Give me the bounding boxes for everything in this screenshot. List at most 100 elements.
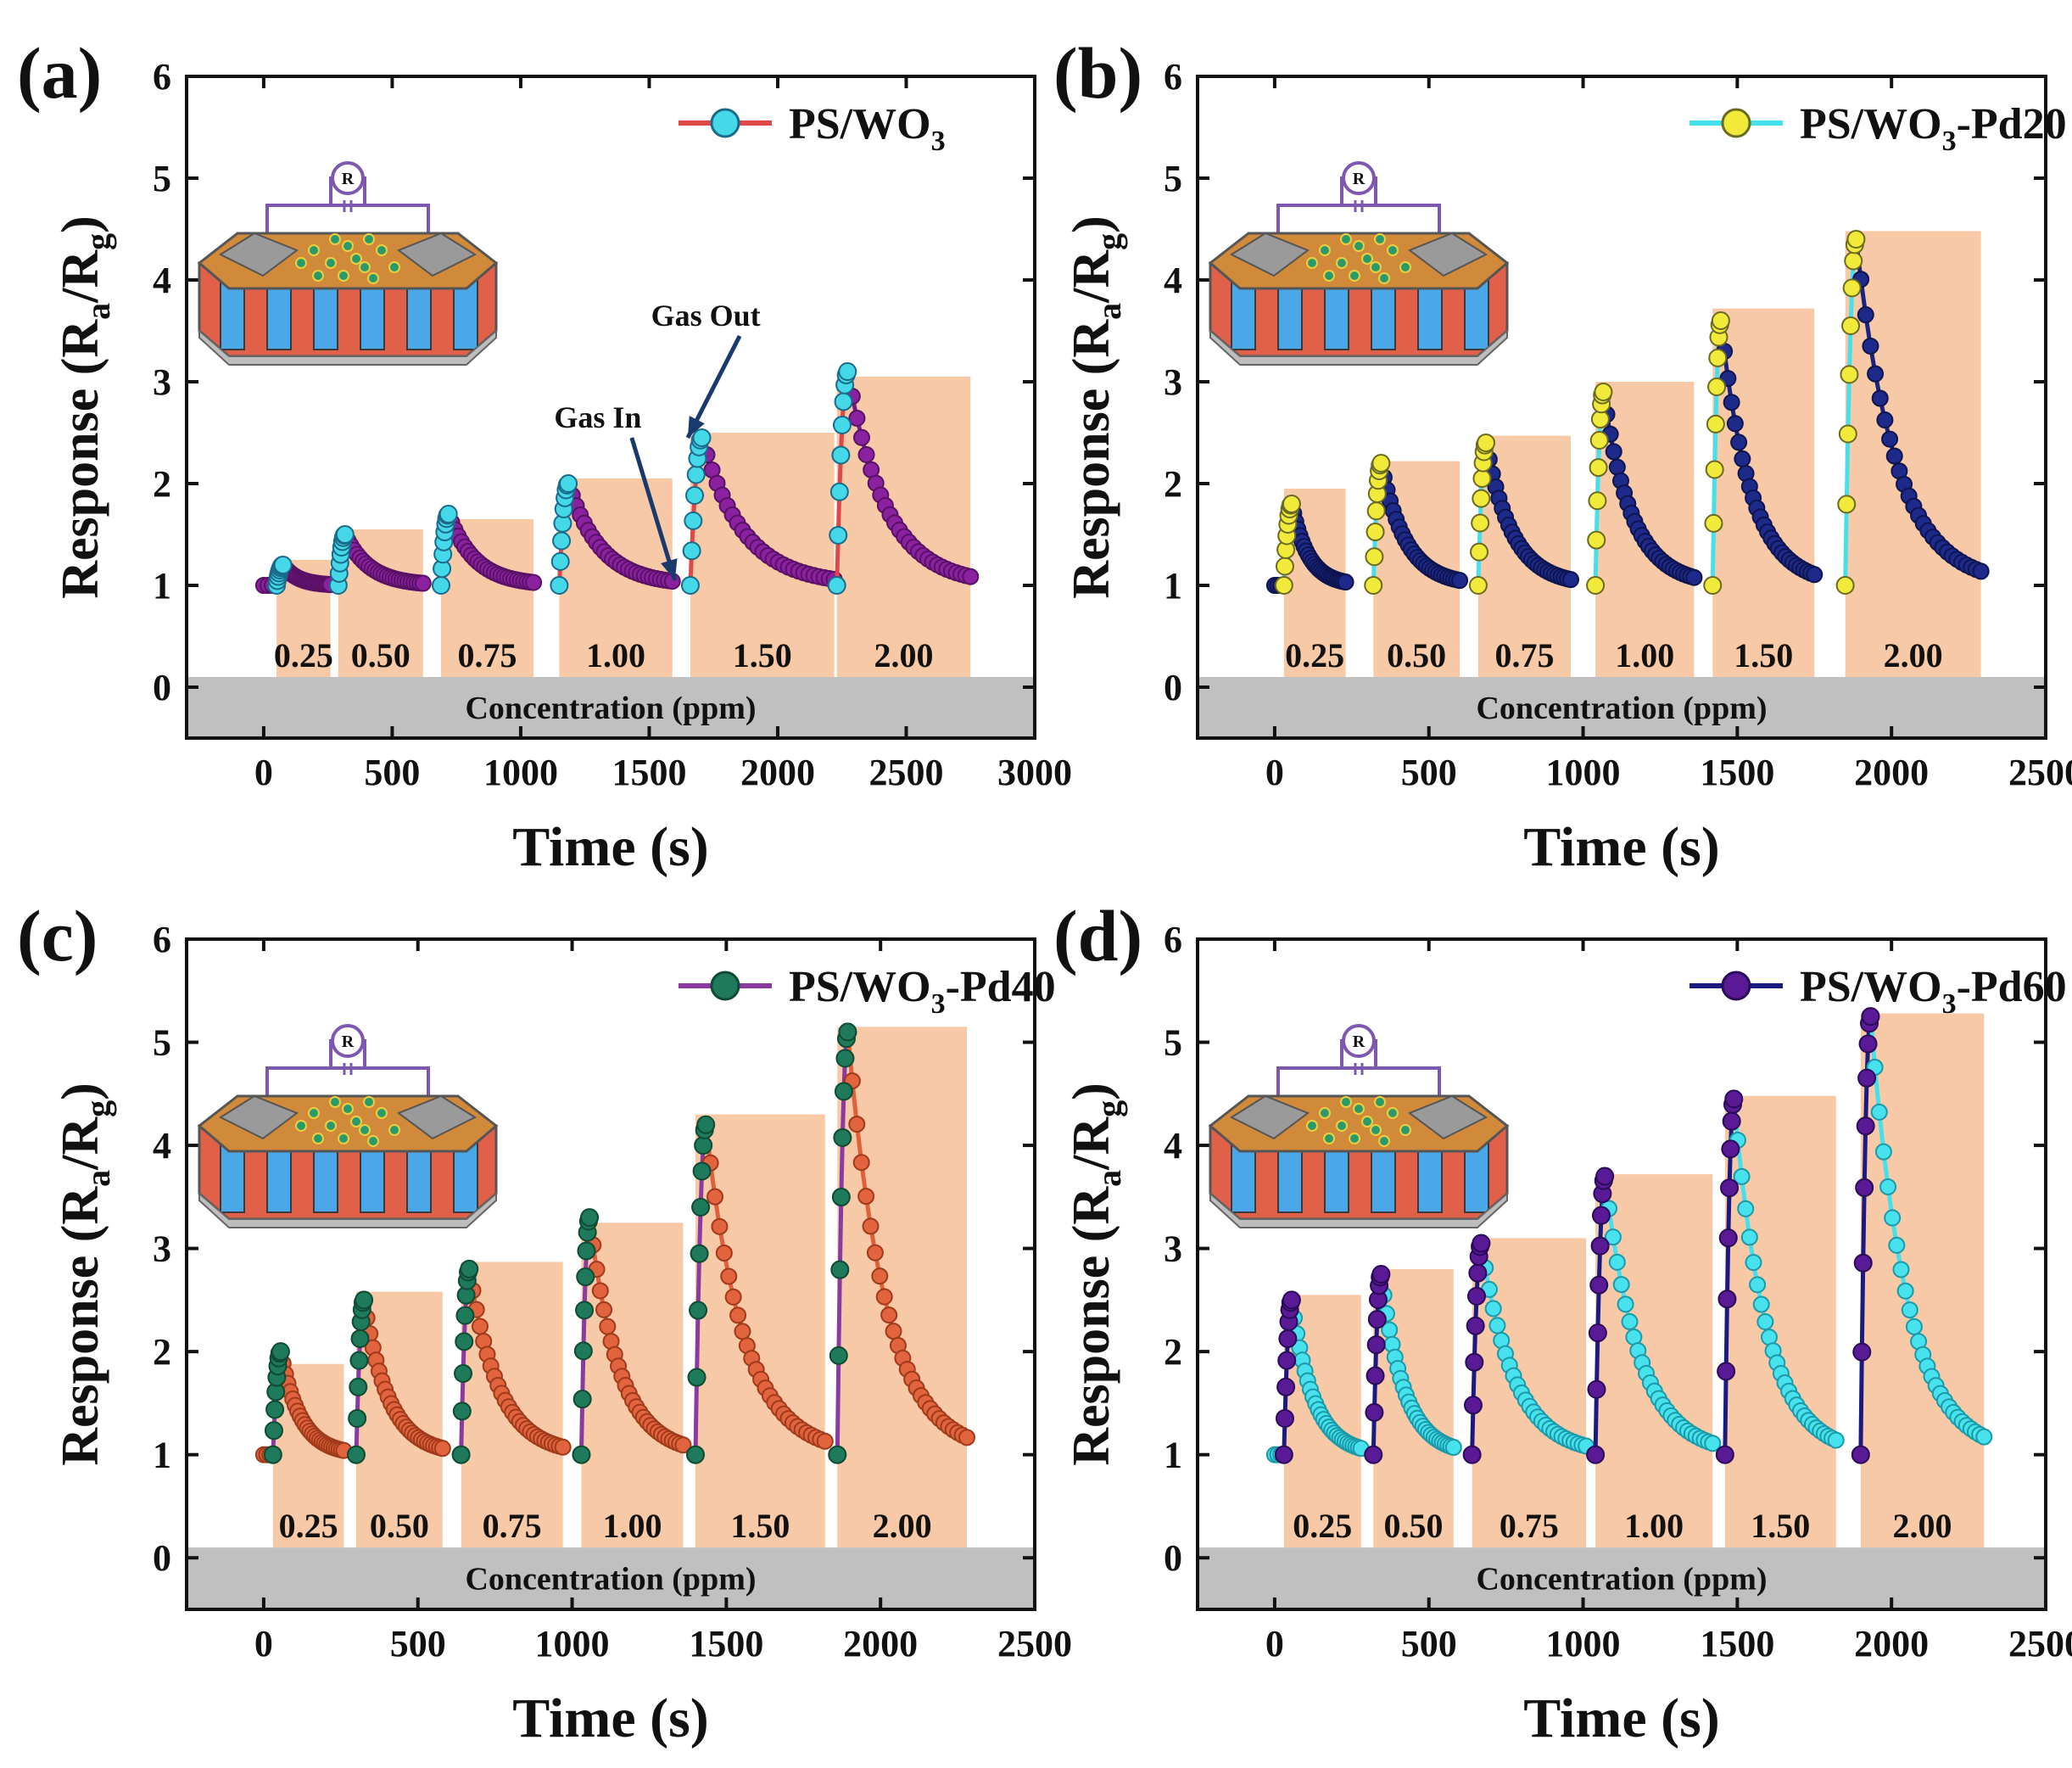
y-axis-label: Response (Ra/Rg) bbox=[52, 1083, 117, 1466]
data-point bbox=[1366, 1335, 1386, 1355]
data-point bbox=[432, 576, 450, 595]
x-tick-label: 1500 bbox=[1700, 1623, 1774, 1664]
plot-area: Concentration (ppm) 0.25 0.50 0.75 1.00 1.50 2… bbox=[1198, 230, 2046, 738]
nanoparticle bbox=[338, 270, 349, 282]
y-axis-label-part: Response (R bbox=[52, 1186, 109, 1466]
data-point bbox=[1704, 1435, 1722, 1452]
concentration-label: 0.75 bbox=[1500, 1507, 1559, 1545]
data-point bbox=[1874, 1143, 1892, 1161]
nanoparticle bbox=[1336, 257, 1348, 269]
concentration-label: 0.50 bbox=[1387, 636, 1446, 674]
x-tick-label: 1500 bbox=[612, 752, 686, 793]
data-point bbox=[857, 1188, 875, 1206]
concentration-label: 1.00 bbox=[1624, 1507, 1684, 1545]
axes-frame bbox=[1196, 75, 2047, 740]
data-point bbox=[1717, 1290, 1737, 1309]
data-point bbox=[1282, 495, 1301, 513]
legend-marker bbox=[1721, 971, 1751, 1001]
y-tick-label: 4 bbox=[153, 1125, 171, 1167]
resistor-symbol: R bbox=[1353, 1032, 1366, 1051]
data-point bbox=[1276, 1377, 1296, 1396]
nanoparticle bbox=[359, 1124, 371, 1136]
resistor-icon bbox=[331, 1024, 365, 1058]
data-point bbox=[862, 1217, 880, 1235]
data-point bbox=[1562, 571, 1579, 589]
x-axis-label: Time (s) bbox=[1523, 1687, 1720, 1749]
nanoparticle bbox=[1374, 1096, 1386, 1108]
data-point bbox=[1366, 1366, 1385, 1385]
data-point bbox=[1852, 1342, 1872, 1362]
nanoparticle bbox=[329, 233, 341, 245]
plot-area: Concentration (ppm) 0.25 0.50 0.75 1.00 1.50 2… bbox=[187, 299, 1035, 738]
concentration-label: 1.00 bbox=[586, 636, 645, 674]
pore-column bbox=[1464, 279, 1489, 350]
y-tick-label: 0 bbox=[153, 667, 171, 708]
data-point bbox=[833, 1127, 852, 1147]
resistor-icon bbox=[331, 161, 365, 195]
x-tick-label: 1500 bbox=[689, 1623, 763, 1664]
legend-label-sub: 3 bbox=[1942, 988, 1957, 1020]
annotation-label: Gas Out bbox=[651, 299, 761, 333]
data-point bbox=[829, 525, 848, 545]
data-point bbox=[680, 576, 700, 595]
data-point bbox=[880, 1306, 898, 1324]
data-point bbox=[1876, 411, 1894, 429]
nanoparticle bbox=[1399, 1124, 1411, 1136]
y-tick-label: 5 bbox=[153, 1022, 171, 1064]
y-axis-label-part: /R bbox=[52, 1116, 109, 1171]
data-point bbox=[1589, 1275, 1609, 1295]
data-point bbox=[962, 568, 980, 585]
nanoparticle bbox=[363, 1096, 375, 1108]
x-tick-label: 3000 bbox=[997, 752, 1072, 793]
data-point bbox=[455, 1306, 475, 1325]
data-point bbox=[550, 551, 570, 571]
data-point bbox=[414, 574, 432, 592]
nanoparticle bbox=[312, 270, 324, 282]
data-point bbox=[1477, 434, 1495, 452]
nanoparticle bbox=[363, 233, 375, 245]
concentration-label: 2.00 bbox=[874, 636, 933, 674]
data-point bbox=[1892, 1261, 1910, 1278]
annotation-arrowhead bbox=[687, 416, 705, 438]
y-tick-label: 0 bbox=[153, 1537, 171, 1579]
data-point bbox=[1451, 572, 1469, 590]
x-tick-label: 0 bbox=[1265, 752, 1284, 793]
data-point bbox=[347, 1445, 366, 1464]
nanoparticle bbox=[1319, 1107, 1331, 1119]
data-point bbox=[349, 1351, 369, 1370]
x-tick-label: 0 bbox=[254, 752, 273, 793]
legend-label-part: PS/WO bbox=[1800, 963, 1942, 1011]
y-axis-label: Response (Ra/Rg) bbox=[1063, 215, 1128, 599]
nanoparticle bbox=[1370, 261, 1382, 273]
pore-column bbox=[453, 279, 478, 350]
panel-d-chart: Concentration (ppm) 0.25 0.50 0.75 1.00 1.50 2… bbox=[1053, 895, 2072, 1749]
data-point bbox=[1466, 1316, 1485, 1335]
electrode-pad bbox=[1407, 1094, 1488, 1140]
data-point bbox=[852, 1154, 870, 1172]
data-point bbox=[1842, 278, 1862, 298]
data-point bbox=[1589, 458, 1608, 478]
y-axis-label: Response (Ra/Rg) bbox=[52, 215, 117, 599]
nanoparticle bbox=[342, 240, 354, 252]
x-tick-label: 500 bbox=[1401, 1623, 1457, 1664]
data-point bbox=[265, 1400, 285, 1419]
plot-area: Concentration (ppm) 0.25 0.50 0.75 1.00 1.50 2… bbox=[187, 1022, 1035, 1609]
x-tick-label: 500 bbox=[1401, 752, 1457, 793]
concentration-label: 1.50 bbox=[733, 636, 792, 674]
data-point bbox=[576, 1267, 595, 1287]
data-point bbox=[866, 1244, 884, 1262]
x-tick-label: 1000 bbox=[1546, 752, 1621, 793]
y-axis-label-part: ) bbox=[52, 1083, 109, 1100]
annotation-arrow bbox=[629, 437, 678, 581]
data-point bbox=[685, 485, 705, 505]
data-point bbox=[1462, 1445, 1482, 1464]
electrode-pad bbox=[218, 232, 299, 277]
data-point bbox=[1749, 1276, 1767, 1294]
y-axis-label-part: Response (R bbox=[1063, 319, 1120, 599]
data-point bbox=[1594, 383, 1613, 401]
data-point bbox=[525, 573, 543, 591]
x-tick-label: 2500 bbox=[2008, 752, 2072, 793]
pore-column bbox=[1231, 279, 1256, 350]
nanoparticle bbox=[1323, 1133, 1335, 1144]
